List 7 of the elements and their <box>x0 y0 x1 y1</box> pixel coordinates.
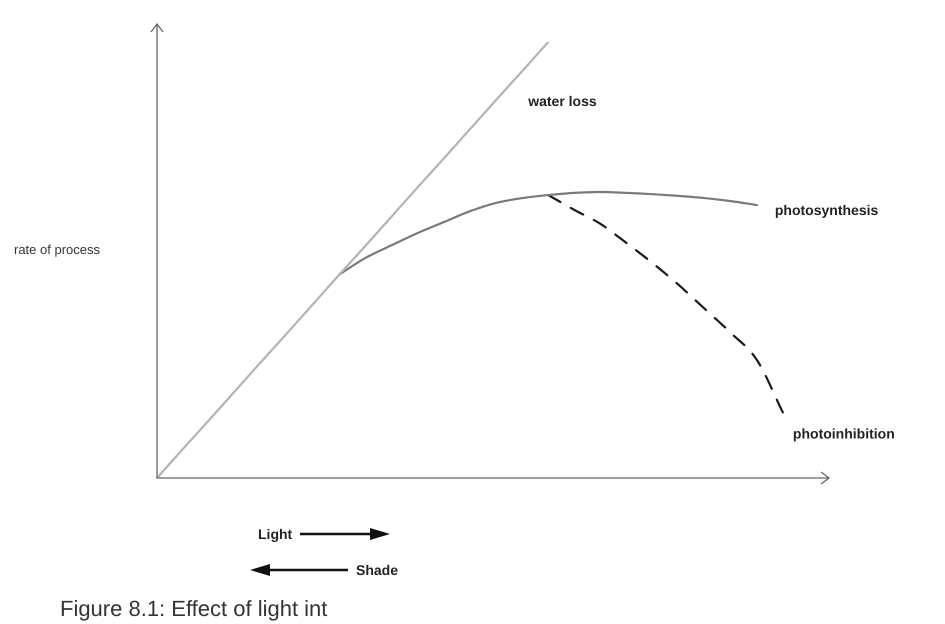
text: Shade <box>356 562 398 578</box>
caption: Figure 8.1: Effect of light int <box>60 596 328 622</box>
y-axis-title: rate of process <box>14 242 100 257</box>
series-label: water loss <box>527 92 597 109</box>
text: Light <box>258 526 292 542</box>
series-label: photosynthesis <box>774 202 879 218</box>
series-label: photoinhibition <box>792 425 895 442</box>
